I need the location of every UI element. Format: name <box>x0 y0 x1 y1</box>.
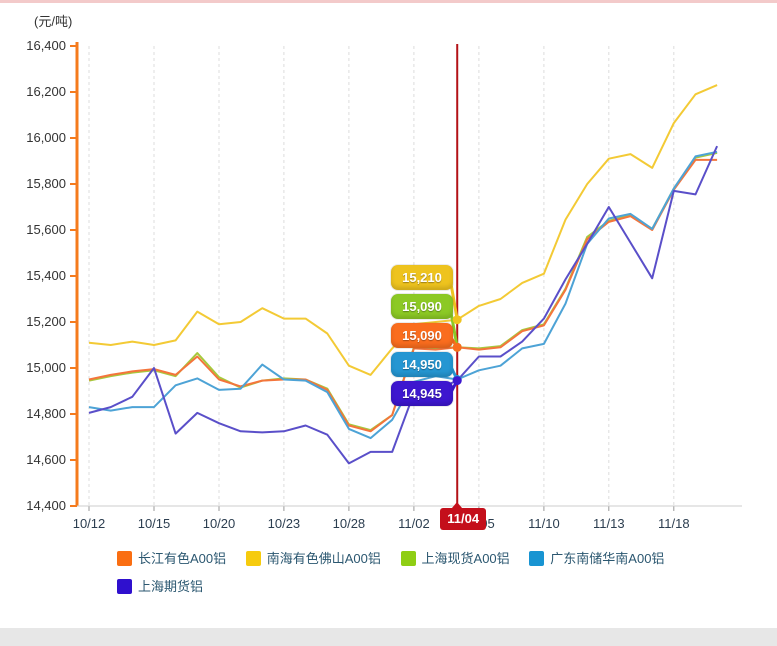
legend-item-shanghai-spot[interactable]: 上海现货A00铝 <box>400 548 510 567</box>
legend-label-changjiang: 长江有色A00铝 <box>138 551 227 566</box>
y-axis-label: 14,400 <box>26 498 66 513</box>
x-axis-label: 10/28 <box>333 516 366 531</box>
legend-swatch-guangdong <box>529 551 545 566</box>
legend-swatch-nanhai <box>245 551 261 566</box>
legend-swatch-changjiang <box>117 551 132 566</box>
tooltip-changjiang-value: 15,090 <box>391 323 453 348</box>
y-axis-label: 15,800 <box>26 176 66 191</box>
series-line-shanghai-futures <box>88 145 719 465</box>
legend-swatch-shanghai-futures <box>117 579 132 594</box>
price-line-chart: 10/1210/1510/2010/2310/2811/0211/0511/10… <box>26 38 742 531</box>
x-axis-label: 10/20 <box>203 516 236 531</box>
y-axis-label: 15,200 <box>26 314 66 329</box>
tooltip-nanhai-value: 15,210 <box>391 265 453 290</box>
bottom-border-strip <box>0 628 777 646</box>
tooltip-guangdong-value: 14,950 <box>391 352 453 377</box>
legend-item-nanhai[interactable]: 南海有色佛山A00铝 <box>245 548 381 567</box>
x-axis-label: 10/12 <box>73 516 106 531</box>
legend-item-changjiang[interactable]: 长江有色A00铝 <box>117 548 226 567</box>
y-axis-label: 15,400 <box>26 268 66 283</box>
highlight-dot-shanghai-futures <box>452 376 462 386</box>
legend-label-shanghai-spot: 上海现货A00铝 <box>421 551 510 566</box>
x-axis-label: 11/18 <box>658 516 690 531</box>
x-axis-label: 11/10 <box>528 516 560 531</box>
y-axis-label: 15,600 <box>26 222 66 237</box>
legend: 长江有色A00铝 南海有色佛山A00铝 上海现货A00铝 广东南储华南A00铝 … <box>117 548 757 604</box>
legend-label-guangdong: 广东南储华南A00铝 <box>550 551 665 566</box>
highlighted-date-label: 11/04 <box>440 502 487 530</box>
y-axis-label: 16,000 <box>26 130 66 145</box>
y-axis-label: 16,200 <box>26 84 66 99</box>
x-axis-label: 10/23 <box>268 516 301 531</box>
top-border-strip <box>0 0 777 3</box>
y-axis-label: 15,000 <box>26 360 66 375</box>
highlight-dot-nanhai <box>452 315 462 325</box>
y-axis-label: 16,400 <box>26 38 66 53</box>
tooltip-shanghai-spot-value: 15,090 <box>391 294 453 319</box>
legend-label-shanghai-futures: 上海期货铝 <box>138 579 204 594</box>
legend-item-shanghai-futures[interactable]: 上海期货铝 <box>117 576 203 595</box>
y-axis-label: 14,800 <box>26 406 66 421</box>
legend-item-guangdong[interactable]: 广东南储华南A00铝 <box>529 548 664 567</box>
x-axis-label: 10/15 <box>138 516 171 531</box>
legend-label-nanhai: 南海有色佛山A00铝 <box>266 551 381 566</box>
y-axis-unit-label: (元/吨) <box>34 14 73 29</box>
x-axis-label: 11/02 <box>398 516 430 531</box>
highlight-dot-changjiang <box>452 342 462 352</box>
x-axis-label: 11/13 <box>593 516 625 531</box>
tooltip-shanghai-futures-value: 14,945 <box>391 381 453 406</box>
legend-row-1: 长江有色A00铝 南海有色佛山A00铝 上海现货A00铝 广东南储华南A00铝 <box>117 548 757 567</box>
legend-row-2: 上海期货铝 <box>117 576 757 595</box>
legend-swatch-shanghai-spot <box>400 551 416 566</box>
y-axis-label: 14,600 <box>26 452 66 467</box>
